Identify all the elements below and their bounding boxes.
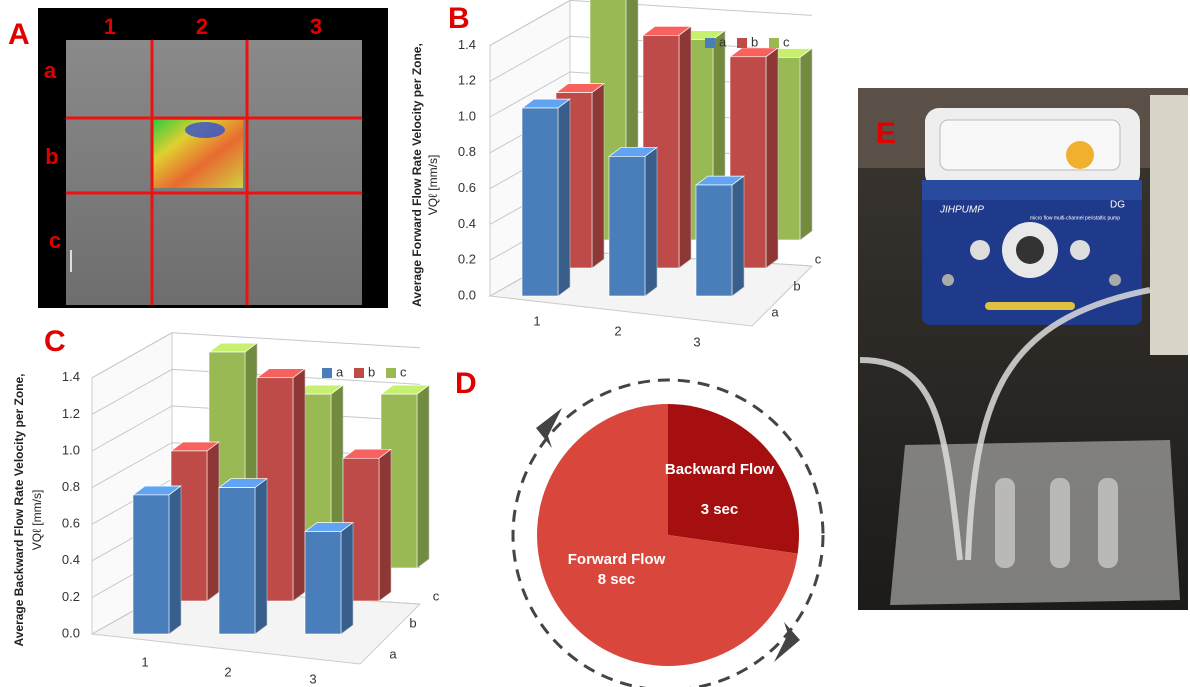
legend-swatch [322,368,332,378]
column-label: 2 [196,14,208,39]
bar [219,479,267,634]
depth-tick-label: b [409,615,416,630]
y-tick-label: 0.4 [458,216,476,231]
bar-side [800,48,812,240]
legend-label: a [336,364,344,379]
bar-front [696,185,732,296]
figure: JIHPUMP DG micro flow multi-channel peri… [0,0,1190,687]
y-axis-title: Average Forward Flow Rate Velocity per Z… [410,43,424,307]
bar-side [558,99,570,296]
y-tick-label: 1.2 [62,406,80,421]
x-tick-label: 3 [309,671,316,686]
bar-side [379,449,391,601]
legend-swatch [769,38,779,48]
bar-side [255,479,267,634]
y-axis-title: Average Backward Flow Rate Velocity per … [12,374,26,647]
arrow-head [774,622,800,662]
legend-label: b [751,34,758,49]
bar [522,99,570,296]
bar [609,147,657,296]
y-tick-label: 0.2 [62,589,80,604]
bar-front [305,532,341,634]
y-tick-label: 1.0 [458,108,476,123]
y-tick-label: 0.0 [458,287,476,302]
bar-front [609,156,645,296]
bar-side [207,442,219,601]
bar-front [522,108,558,296]
bar-side [417,385,429,568]
heatmap-spot [185,122,225,138]
legend-swatch [386,368,396,378]
row-label: a [44,58,57,83]
column-label: 3 [310,14,322,39]
bar-side [679,26,691,268]
y-tick-label: 1.4 [458,37,476,52]
legend-swatch [354,368,364,378]
depth-tick-label: b [793,278,800,293]
y-tick-label: 1.4 [62,369,80,384]
y-tick-label: 0.8 [458,144,476,159]
depth-tick-label: a [389,646,397,661]
slice-value-label: 8 sec [562,570,672,589]
slice-value-label: 3 sec [664,500,774,519]
pump-brand: JIHPUMP [939,205,984,216]
bar-side [293,369,305,601]
y-tick-label: 0.6 [62,516,80,531]
panel-label: D [455,367,477,401]
pump-model: DG [1110,200,1125,211]
y-axis-unit: VQℓ [mm/s] [426,155,440,216]
legend-label: c [400,364,407,379]
panel-label: E [876,117,896,151]
bar-side [169,486,181,634]
y-tick-label: 0.2 [458,252,476,267]
legend-swatch [737,38,747,48]
x-tick-label: 1 [141,654,148,669]
bar-side [341,523,353,634]
legend-label: a [719,34,727,49]
bar-side [766,48,778,268]
row-label: c [49,228,61,253]
bar-side [732,176,744,296]
bar-side [645,147,657,296]
slice-label: Forward Flow [562,550,672,569]
x-tick-label: 2 [614,323,621,338]
y-tick-label: 0.0 [62,625,80,640]
slice-label: Backward Flow [664,460,774,479]
bar-front [133,495,169,634]
x-tick-label: 1 [533,313,540,328]
y-tick-label: 0.8 [62,479,80,494]
panel-label: A [8,18,30,52]
pump-caption: micro flow multi-channel peristaltic pum… [1030,215,1120,221]
depth-tick-label: c [433,588,440,603]
y-tick-label: 0.4 [62,552,80,567]
y-tick-label: 1.0 [62,442,80,457]
legend-label: c [783,34,790,49]
x-tick-label: 3 [693,334,700,349]
bar [696,176,744,296]
panel-label: B [448,2,470,36]
bar [133,486,181,634]
depth-tick-label: a [771,304,779,319]
y-axis-unit: VQℓ [mm/s] [30,490,44,551]
y-tick-label: 0.6 [458,180,476,195]
row-label: b [45,144,58,169]
legend-label: b [368,364,375,379]
depth-tick-label: c [815,251,822,266]
bar-side [592,84,604,268]
panel-label: C [44,325,66,359]
y-tick-label: 1.2 [458,73,476,88]
bar [305,523,353,634]
column-label: 1 [104,14,116,39]
photo [858,88,1188,610]
arrow-head [536,408,562,448]
bar-front [219,488,255,634]
legend-swatch [705,38,715,48]
x-tick-label: 2 [224,664,231,679]
